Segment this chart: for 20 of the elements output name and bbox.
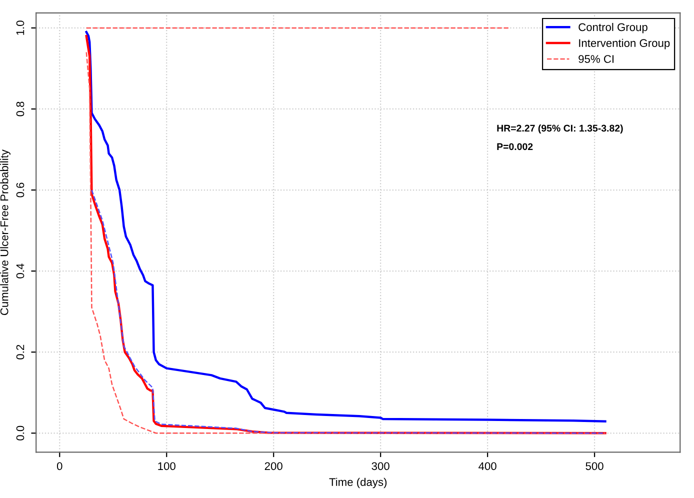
y-tick-label: 0.0 (16, 426, 24, 440)
annotation: HR=2.27 (95% CI: 1.35-3.82) (497, 124, 623, 134)
legend-label: Control Group (578, 22, 648, 34)
y-tick-label: 0.6 (16, 182, 24, 198)
x-tick-label: 300 (372, 462, 390, 470)
y-axis-title: Cumulative Ulcer-Free Probability (0, 150, 10, 316)
x-tick-label: 100 (158, 462, 176, 470)
annotation: P=0.002 (497, 143, 533, 150)
y-tick-label: 0.8 (16, 102, 24, 116)
x-tick-label: 200 (264, 462, 282, 470)
x-tick-label: 400 (478, 462, 496, 470)
y-tick-label: 0.4 (16, 264, 24, 278)
y-tick-label: 0.2 (16, 344, 24, 360)
legend-label: 95% CI (578, 55, 614, 63)
x-axis-title: Time (days) (329, 478, 387, 488)
legend-label: Intervention Group (579, 38, 670, 50)
line-series (91, 189, 606, 434)
x-tick-label: 500 (586, 462, 604, 470)
y-tick-label: 1.0 (16, 20, 24, 35)
x-tick-label: 0 (56, 462, 62, 470)
